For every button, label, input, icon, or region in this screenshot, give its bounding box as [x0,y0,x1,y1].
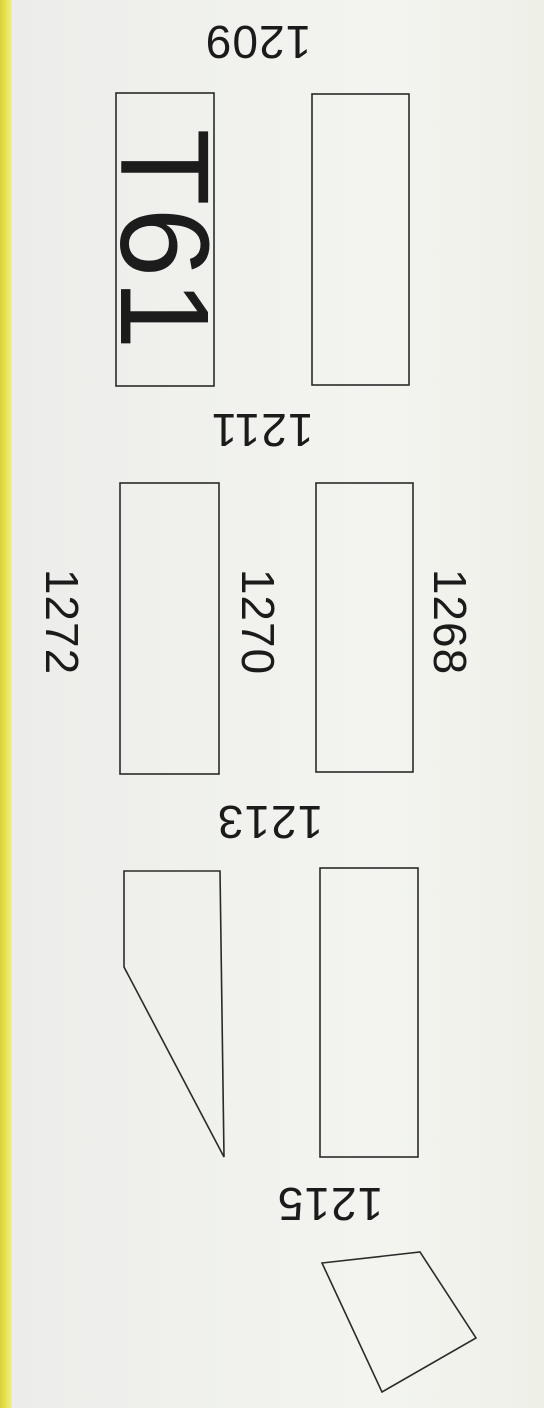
panel-label-1215: 1215 [276,1178,384,1230]
panel-label-1272: 1272 [36,568,88,676]
panel-label-1268: 1268 [424,568,476,676]
tag-box-text: T61 [94,128,235,352]
panel-label-1209: 1209 [204,16,312,68]
panel-1213-trapezoid [123,870,225,1158]
panel-1270-left [119,482,220,775]
panel-1215-quad [320,1251,478,1394]
panel-1209-right [311,93,410,386]
panel-label-1211: 1211 [210,404,314,456]
panel-1268 [315,482,414,773]
panel-label-1270: 1270 [232,568,284,676]
panel-label-1213: 1213 [216,796,324,848]
panel-1213-right [319,867,419,1158]
yellow-edge-strip [0,0,12,1408]
tag-box-outline [115,92,215,387]
